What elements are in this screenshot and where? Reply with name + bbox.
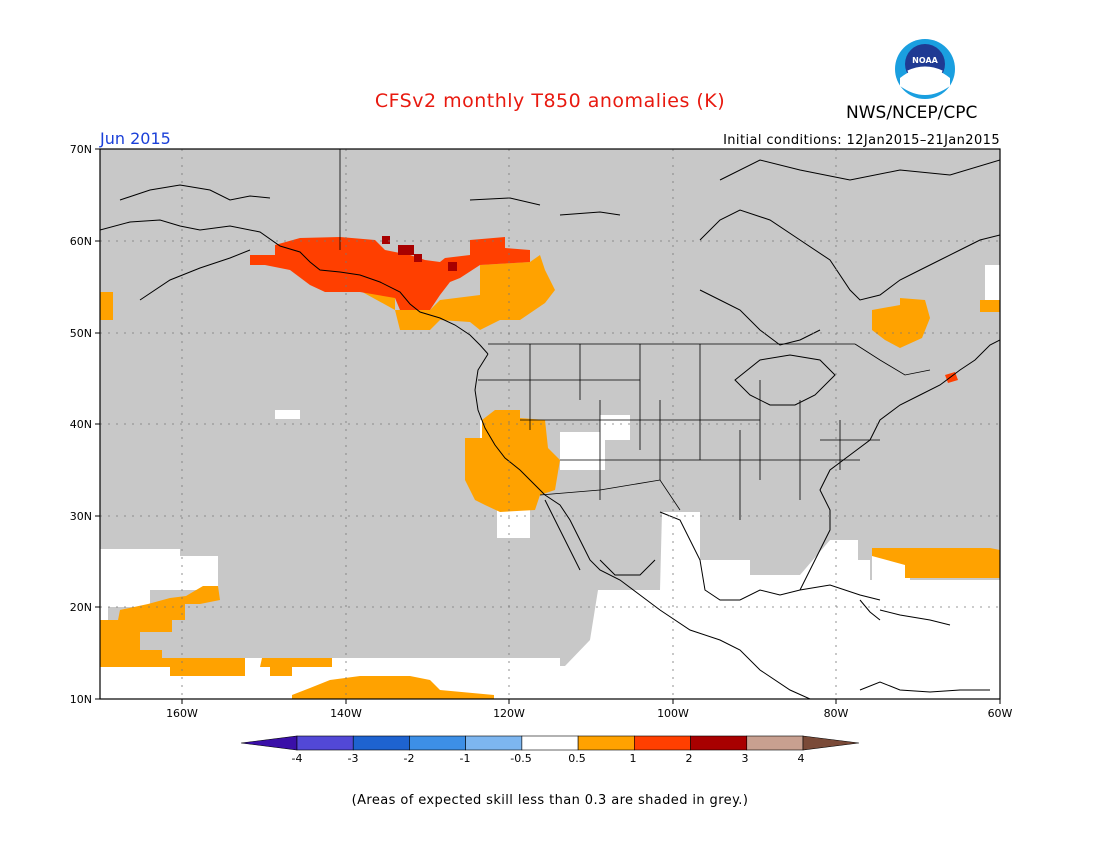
anomaly-darkred [382, 236, 457, 271]
logo-text: NOAA [912, 56, 938, 65]
lat-labels: 70N 60N 50N 40N 30N 20N 10N [70, 143, 92, 706]
lat-label: 70N [70, 143, 92, 156]
lat-label: 10N [70, 693, 92, 706]
lon-label: 120W [493, 707, 525, 720]
lon-labels: 160W 140W 120W 100W 80W 60W [166, 707, 1012, 720]
chart-title: CFSv2 monthly T850 anomalies (K) [374, 90, 726, 112]
grid-lines [100, 149, 1000, 699]
anomaly-red [250, 237, 958, 383]
organization-label: NWS/NCEP/CPC [846, 103, 978, 123]
lat-label: 50N [70, 327, 92, 340]
lon-label: 140W [330, 707, 362, 720]
political-borders [339, 149, 931, 520]
lon-label: 80W [824, 707, 849, 720]
lat-label: 30N [70, 510, 92, 523]
lon-label: 160W [166, 707, 198, 720]
lat-label: 60N [70, 235, 92, 248]
axis-ticks [95, 148, 1001, 704]
footnote: (Areas of expected skill less than 0.3 a… [351, 793, 749, 808]
lat-label: 20N [70, 601, 92, 614]
target-month: Jun 2015 [100, 129, 171, 148]
lat-label: 40N [70, 418, 92, 431]
white-regions [100, 265, 1000, 699]
initial-conditions: Initial conditions: 12Jan2015–21Jan2015 [723, 133, 1000, 148]
lon-label: 60W [988, 707, 1013, 720]
lon-label: 100W [657, 707, 689, 720]
noaa-logo [895, 39, 955, 99]
